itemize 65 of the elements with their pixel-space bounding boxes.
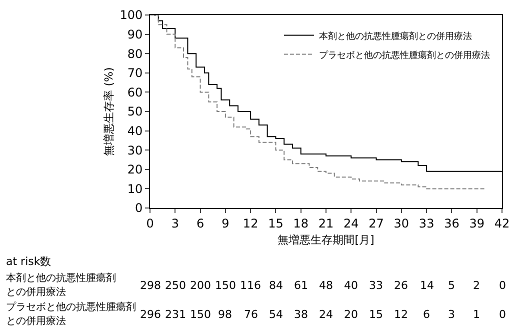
- x-tick-label: 42: [494, 216, 510, 230]
- text: 150: [190, 308, 211, 321]
- text: 98: [218, 308, 232, 321]
- x-tick-label: 18: [293, 216, 308, 230]
- text: 1: [473, 308, 480, 321]
- text: 200: [190, 279, 211, 292]
- text: プラセボと他の抗悪性腫瘍剤: [6, 301, 136, 313]
- text: 250: [165, 279, 186, 292]
- text: 84: [269, 279, 283, 292]
- y-tick-label: 0: [134, 201, 143, 216]
- y-tick-label: 80: [127, 46, 143, 61]
- text: 54: [269, 308, 283, 321]
- text: 14: [420, 279, 434, 292]
- y-tick-label: 60: [127, 85, 143, 100]
- text: 15: [369, 308, 383, 321]
- x-tick-label: 39: [469, 216, 484, 230]
- text: 40: [344, 279, 358, 292]
- text: との併用療法: [6, 315, 66, 327]
- y-tick-label: 40: [127, 124, 143, 138]
- text: 76: [244, 308, 258, 321]
- text: 24: [319, 308, 333, 321]
- x-tick-label: 12: [242, 216, 258, 230]
- y-tick-label: 100: [120, 8, 143, 22]
- x-tick-label: 15: [268, 216, 284, 230]
- text: 61: [294, 279, 308, 292]
- y-tick-label: 20: [127, 162, 143, 177]
- x-tick-label: 30: [394, 216, 410, 230]
- y-axis-title: 無増悪生存率 (%): [102, 67, 116, 156]
- text: 6: [423, 308, 430, 321]
- y-tick-label: 30: [127, 143, 143, 158]
- text: 2: [473, 279, 480, 292]
- text: 48: [319, 279, 333, 292]
- x-tick-label: 0: [146, 216, 154, 230]
- text: at risk数: [6, 255, 52, 268]
- text: 296: [140, 308, 161, 321]
- text: 150: [215, 279, 236, 292]
- x-tick-label: 9: [222, 216, 230, 230]
- text: 本剤と他の抗悪性腫瘍剤: [6, 272, 116, 284]
- x-tick-label: 27: [368, 216, 384, 230]
- x-axis-title: 無増悪生存期間[月]: [278, 234, 374, 247]
- x-tick-label: 6: [196, 216, 204, 230]
- text: 0: [499, 308, 506, 321]
- x-tick-label: 3: [171, 216, 179, 230]
- y-tick-label: 10: [127, 182, 143, 196]
- y-tick-label: 50: [127, 104, 143, 119]
- y-tick-label: 90: [127, 28, 143, 42]
- legend-label: 本剤と他の抗悪性腫瘍剤との併用療法: [318, 30, 472, 42]
- text: 116: [240, 279, 261, 292]
- text: 12: [394, 308, 408, 321]
- x-tick-label: 33: [418, 216, 434, 230]
- text: 3: [448, 308, 455, 321]
- text: 26: [394, 279, 408, 292]
- text: 0: [499, 279, 506, 292]
- y-tick-label: 70: [127, 66, 143, 80]
- text: 231: [165, 308, 186, 321]
- text: 38: [294, 308, 308, 321]
- text: との併用療法: [6, 286, 66, 298]
- text: 33: [369, 279, 383, 292]
- text: 298: [140, 279, 161, 292]
- x-tick-label: 24: [344, 216, 359, 230]
- x-tick-label: 36: [444, 216, 460, 230]
- x-tick-label: 21: [318, 216, 334, 230]
- text: 20: [344, 308, 358, 321]
- legend-label: プラセボと他の抗悪性腫瘍剤との併用療法: [318, 50, 490, 61]
- text: 5: [448, 279, 455, 292]
